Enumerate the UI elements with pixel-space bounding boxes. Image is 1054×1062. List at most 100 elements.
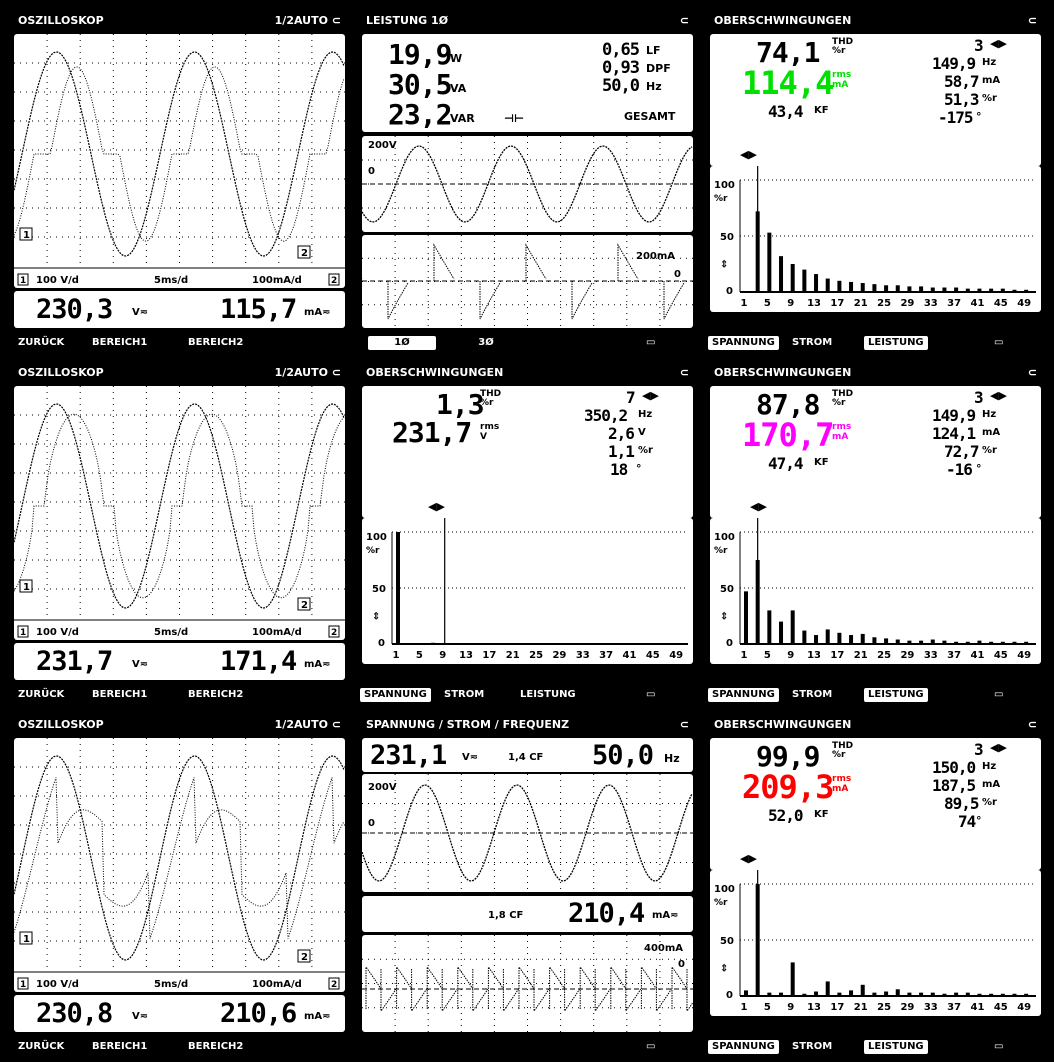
voltage-plot [362,136,693,232]
softkey-bar: SPANNUNG STROM LEISTUNG ▭ [708,686,1043,704]
screen-icon[interactable]: ▭ [646,1041,656,1052]
screen-icon[interactable]: ▭ [646,337,656,348]
x-tick: 49 [1017,1002,1031,1013]
current-sawtooth-down [380,969,397,1013]
x-tick: 21 [506,650,520,661]
current-scale: 100mA/d [252,275,302,286]
kf-value: 52,0 [768,806,804,825]
range1-softkey[interactable]: BEREICH1 [92,689,148,700]
harmonic-bar [965,288,970,292]
x-tick: 25 [529,650,543,661]
harmonic-bar [802,630,807,644]
hz-unit: Hz [646,80,662,93]
dpf-unit: DPF [646,62,671,75]
range2-softkey[interactable]: BEREICH2 [188,689,244,700]
current-sawtooth-up [487,965,504,1009]
spectrum: 100 %r 50 ⇕ 0 1 5 9 13 17 21 25 29 33 37 41 45 49 [710,870,1041,1016]
harmonic-bar [431,642,436,644]
range2-softkey[interactable]: BEREICH2 [188,337,244,348]
current-sawtooth-up [549,965,566,1009]
current-softkey[interactable]: STROM [792,1041,833,1052]
rms-value: 170,7 [742,416,834,454]
cursor-arrows-icon[interactable]: ◀▶ [990,741,1007,754]
power-softkey[interactable]: LEISTUNG [520,689,576,700]
cursor-icon[interactable]: ◀▶ [428,500,445,513]
back-softkey[interactable]: ZURÜCK [18,689,65,700]
current-sawtooth-down [655,969,672,1013]
back-softkey[interactable]: ZURÜCK [18,337,65,348]
capacitor-icon: ⊣⊢ [504,112,525,125]
current-softkey[interactable]: STROM [792,337,833,348]
reading-box: 230,3 V≂ 115,7 mA≂ [14,291,345,328]
degree-unit: ° [636,462,642,475]
screen-icon[interactable]: ▭ [994,689,1004,700]
current-unit: mA≂ [652,910,679,921]
lf-unit: LF [646,44,661,57]
phase-value: -175 [938,108,974,127]
harmonic-bar [977,288,982,292]
tab-1-phase[interactable]: 1Ø [368,336,436,350]
harmonic-readings: 1,3 THD %r 231,7 rms V 7 ◀▶ 350,2 Hz 2,6 V… [362,386,693,518]
cursor-icon[interactable]: ◀▶ [740,148,757,161]
x-tick: 33 [576,650,590,661]
spectrum: 100 %r 50 ⇕ 0 1 5 9 13 17 21 25 29 33 37 41 45 49 [362,518,693,664]
screen-icon[interactable]: ▭ [994,1041,1004,1052]
x-tick: 37 [947,298,961,309]
cursor-arrows-icon[interactable]: ◀▶ [990,389,1007,402]
y-tick-50: 50 [720,232,734,243]
x-tick: 17 [482,650,496,661]
range1-softkey[interactable]: BEREICH1 [92,1041,148,1052]
pct-unit: %r [982,445,997,456]
harmonics-voltage-panel: OBERSCHWINGUNGEN ⊂ 1,3 THD %r 231,7 rms V … [360,364,695,704]
panel-title: OSZILLOSKOP [18,366,104,379]
freq-value: 150,0 [932,758,976,777]
voltage-softkey[interactable]: SPANNUNG [708,688,779,702]
voltage-softkey[interactable]: SPANNUNG [708,1040,779,1054]
current-softkey[interactable]: STROM [444,689,485,700]
panel-header: OSZILLOSKOP 1/2AUTO ⊂ [12,364,347,381]
harmonic-bar [779,256,784,292]
thd-value: 1,3 [436,388,485,421]
harmonic-bar [930,287,935,292]
channel-1-label: 1 [23,934,30,945]
power-softkey[interactable]: LEISTUNG [864,688,928,702]
voltage-scale: 200V [368,140,397,151]
tab-3-phase[interactable]: 3Ø [478,337,494,348]
back-softkey[interactable]: ZURÜCK [18,1041,65,1052]
cursor-arrows-icon[interactable]: ◀▶ [990,37,1007,50]
panel-header: OBERSCHWINGUNGEN ⊂ [708,364,1043,381]
cursor-icon[interactable]: ◀▶ [750,500,767,513]
voltage-softkey[interactable]: SPANNUNG [360,688,431,702]
range2-softkey[interactable]: BEREICH2 [188,1041,244,1052]
harmonic-bar [802,993,807,996]
plug-icon: ⊂ [679,14,689,27]
harmonic-bar [814,635,819,644]
frequency-value: 50,0 [592,740,654,771]
cursor-arrows-icon[interactable]: ◀▶ [642,389,659,402]
harmonic-bar [919,286,924,292]
scale-ch1-label: 1 [20,980,26,990]
harmonic-bar [779,992,784,996]
current-softkey[interactable]: STROM [792,689,833,700]
current-pulse-positive [617,243,639,281]
harmonic-bar [860,633,865,644]
voltage-unit: V≂ [132,307,149,318]
scale-ch1-marker [17,273,29,286]
va-unit: VA [450,82,467,95]
va-value: 30,5 [388,68,452,101]
harmonic-bar [954,992,959,996]
voltage-softkey[interactable]: SPANNUNG [708,336,779,350]
pct-unit: %r [638,445,653,456]
oscilloscope-panel-1: OSZILLOSKOP 1/2AUTO ⊂ 1 2 1 100 V/d 5ms/d 100… [12,12,347,352]
cursor-icon[interactable]: ◀▶ [740,852,757,865]
screen-icon[interactable]: ▭ [646,689,656,700]
power-softkey[interactable]: LEISTUNG [864,1040,928,1054]
power-softkey[interactable]: LEISTUNG [864,336,928,350]
harmonic-bar [872,637,877,644]
range1-softkey[interactable]: BEREICH1 [92,337,148,348]
screen-icon[interactable]: ▭ [994,337,1004,348]
voltage-trace [362,145,693,223]
harmonics-current-panel-2: OBERSCHWINGUNGEN ⊂ 87,8 THD %r 170,7 rms m… [708,364,1043,704]
rms-label: rms mA [832,70,852,90]
pct-value: 51,3 [944,90,980,109]
